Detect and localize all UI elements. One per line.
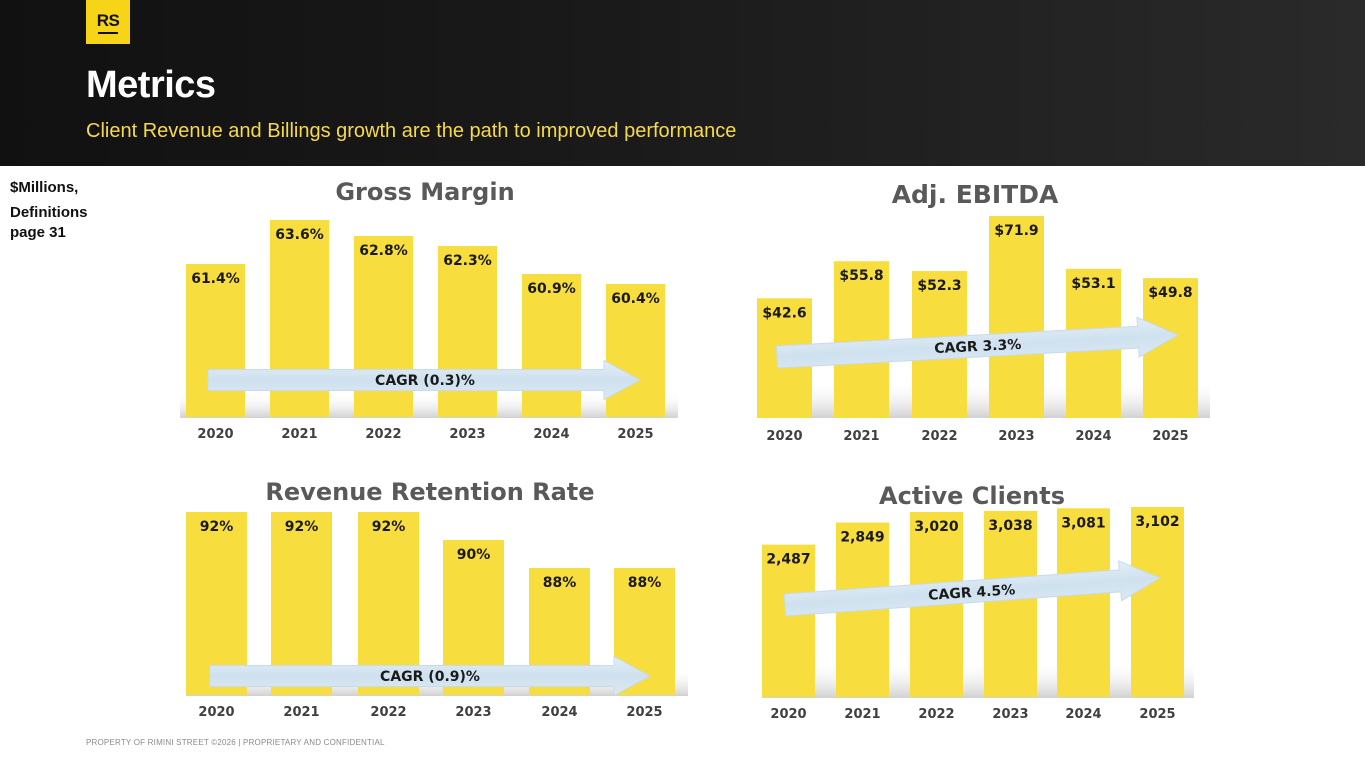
active-clients-value-label-2023: 3,038 [988, 518, 1032, 534]
adj-ebitda-cagr-arrow-icon [775, 316, 1180, 369]
active-clients-category-label-2025: 2025 [1139, 707, 1175, 722]
active-clients-category-label-2021: 2021 [844, 707, 880, 722]
gross-margin-value-label-2023: 62.3% [443, 253, 492, 269]
active-clients-bar-2023 [984, 510, 1037, 697]
gross-margin-cagr-arrow-icon [207, 359, 642, 401]
definitions-note: Definitions [10, 204, 88, 221]
gross-margin-category-label-2022: 2022 [365, 427, 401, 442]
revenue-retention-category-label-2022: 2022 [370, 705, 406, 720]
adj-ebitda-title: Adj. EBITDA [892, 180, 1059, 209]
adj-ebitda-value-label-2021: $55.8 [839, 268, 883, 284]
active-clients-value-label-2022: 3,020 [914, 519, 959, 535]
adj-ebitda-category-label-2022: 2022 [921, 429, 957, 444]
active-clients-category-label-2024: 2024 [1065, 707, 1101, 722]
revenue-retention-value-label-2023: 90% [457, 547, 491, 563]
revenue-retention-category-label-2024: 2024 [541, 705, 577, 720]
adj-ebitda-cagr-label: CAGR 3.3% [934, 337, 1022, 357]
revenue-retention-cagr-label: CAGR (0.9)% [380, 669, 480, 685]
active-clients-bar-2025 [1131, 507, 1184, 697]
revenue-retention-value-label-2022: 92% [372, 519, 406, 535]
rimini-street-logo: RS [86, 0, 130, 44]
revenue-retention-chart: Revenue Retention Rate 92% 2020 92% 2021 92% 2… [186, 478, 688, 720]
gross-margin-floor-shadow [180, 392, 678, 418]
units-note: $Millions, [10, 179, 79, 196]
gross-margin-category-label-2020: 2020 [197, 427, 233, 442]
footer-confidentiality: PROPERTY OF RIMINI STREET ©2026 | PROPRI… [86, 738, 385, 747]
active-clients-cagr-label: CAGR 4.5% [928, 582, 1016, 604]
adj-ebitda-bar-2021 [834, 261, 889, 418]
active-clients-bar-2020 [762, 544, 815, 697]
page-title: Metrics [86, 64, 216, 106]
active-clients-category-label-2023: 2023 [992, 707, 1028, 722]
revenue-retention-cagr-arrow-icon [209, 655, 652, 697]
adj-ebitda-floor-shadow [757, 380, 1210, 418]
gross-margin-title: Gross Margin [335, 178, 514, 206]
active-clients-chart: Active Clients 2,487 2020 2,849 2021 3,020 202… [762, 482, 1194, 722]
active-clients-category-label-2022: 2022 [918, 707, 954, 722]
active-clients-value-label-2020: 2,487 [766, 552, 810, 568]
logo-text: RS [96, 10, 120, 30]
revenue-retention-category-label-2023: 2023 [455, 705, 491, 720]
adj-ebitda-bar-2023 [989, 216, 1044, 418]
active-clients-cagr-arrow-icon [783, 560, 1162, 617]
gross-margin-value-label-2022: 62.8% [359, 243, 408, 259]
active-clients-value-label-2024: 3,081 [1061, 515, 1105, 531]
gross-margin-value-label-2020: 61.4% [191, 271, 240, 287]
active-clients-title: Active Clients [879, 482, 1065, 510]
revenue-retention-title: Revenue Retention Rate [265, 478, 594, 506]
active-clients-bar-2024 [1057, 508, 1110, 697]
adj-ebitda-value-label-2020: $42.6 [762, 305, 806, 321]
revenue-retention-bar-2021 [271, 512, 332, 695]
adj-ebitda-value-label-2022: $52.3 [917, 278, 961, 294]
gross-margin-bar-2024 [522, 274, 581, 417]
revenue-retention-category-label-2020: 2020 [198, 705, 234, 720]
adj-ebitda-category-label-2023: 2023 [998, 429, 1034, 444]
adj-ebitda-value-label-2025: $49.8 [1148, 285, 1192, 301]
active-clients-value-label-2025: 3,102 [1135, 514, 1179, 530]
adj-ebitda-category-label-2024: 2024 [1075, 429, 1111, 444]
gross-margin-category-label-2023: 2023 [449, 427, 485, 442]
logo-underline [98, 31, 118, 34]
gross-margin-cagr-label: CAGR (0.3)% [375, 373, 475, 389]
gross-margin-bar-2025 [606, 284, 665, 417]
gross-margin-category-label-2024: 2024 [533, 427, 569, 442]
page-subtitle: Client Revenue and Billings growth are t… [86, 120, 737, 142]
active-clients-floor-shadow [762, 660, 1194, 698]
gross-margin-category-label-2021: 2021 [281, 427, 317, 442]
gross-margin-category-label-2025: 2025 [617, 427, 653, 442]
page-reference-note: page 31 [10, 224, 66, 241]
revenue-retention-category-label-2021: 2021 [283, 705, 319, 720]
active-clients-value-label-2021: 2,849 [840, 529, 884, 545]
revenue-retention-bar-2020 [186, 512, 247, 695]
adj-ebitda-value-label-2024: $53.1 [1071, 276, 1115, 292]
gross-margin-bar-2023 [438, 246, 497, 417]
revenue-retention-category-label-2025: 2025 [626, 705, 662, 720]
gross-margin-value-label-2024: 60.9% [527, 281, 576, 297]
revenue-retention-value-label-2025: 88% [628, 575, 662, 591]
gross-margin-chart: Gross Margin 61.4% 2020 63.6% 2021 62.8% 2022 6… [180, 178, 678, 442]
adj-ebitda-category-label-2021: 2021 [843, 429, 879, 444]
revenue-retention-value-label-2020: 92% [200, 519, 234, 535]
gross-margin-bar-2020 [186, 264, 245, 417]
adj-ebitda-chart: Adj. EBITDA $42.6 2020 $55.8 2021 $52.3 2022 $7… [757, 180, 1210, 444]
adj-ebitda-value-label-2023: $71.9 [994, 223, 1038, 239]
gross-margin-value-label-2025: 60.4% [611, 291, 660, 307]
header-banner: RS Metrics Client Revenue and Billings g… [0, 0, 1365, 166]
gross-margin-value-label-2021: 63.6% [275, 227, 324, 243]
revenue-retention-bar-2022 [358, 512, 419, 695]
adj-ebitda-category-label-2025: 2025 [1152, 429, 1188, 444]
revenue-retention-value-label-2021: 92% [285, 519, 319, 535]
active-clients-category-label-2020: 2020 [770, 707, 806, 722]
adj-ebitda-category-label-2020: 2020 [766, 429, 802, 444]
revenue-retention-value-label-2024: 88% [543, 575, 577, 591]
